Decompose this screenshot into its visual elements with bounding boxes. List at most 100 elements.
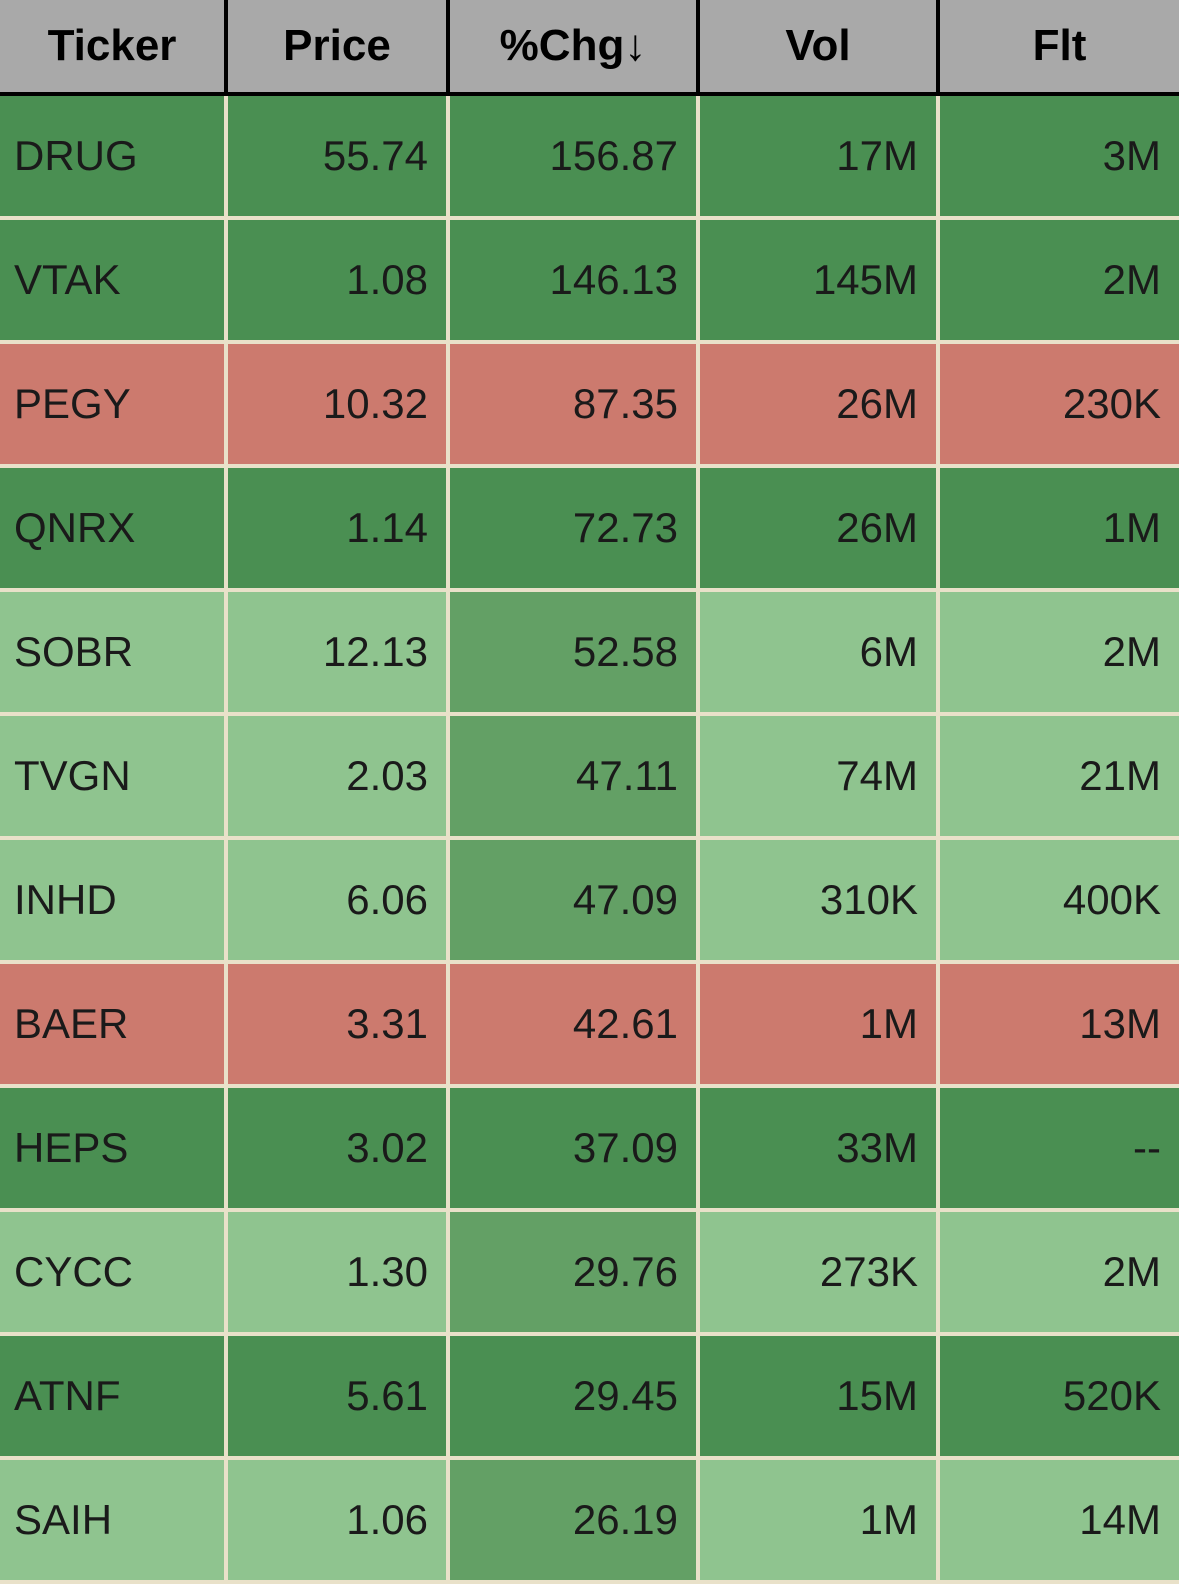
cell-flt-value: 230K (1063, 380, 1161, 428)
col-header-vol[interactable]: Vol (700, 0, 940, 96)
cell-flt[interactable]: 2M (940, 592, 1179, 716)
table-row[interactable]: SOBR12.13 52.58 6M 2M (0, 592, 1179, 716)
col-header-label: Vol (785, 21, 850, 70)
cell-chg-value: 52.58 (573, 628, 678, 676)
cell-vol[interactable]: 15M (700, 1336, 940, 1460)
cell-ticker[interactable]: TVGN (0, 716, 228, 840)
table-row[interactable]: PEGY10.32 87.35 26M 230K (0, 344, 1179, 468)
cell-ticker[interactable]: SAIH (0, 1460, 228, 1584)
table-row[interactable]: VTAK 1.08146.13145M 2M (0, 220, 1179, 344)
cell-price[interactable]: 6.06 (228, 840, 450, 964)
cell-ticker[interactable]: SOBR (0, 592, 228, 716)
table-row[interactable]: HEPS 3.0237.0933M -- (0, 1088, 1179, 1212)
cell-ticker[interactable]: QNRX (0, 468, 228, 592)
cell-vol[interactable]: 26M (700, 468, 940, 592)
table-row[interactable]: QNRX1.14 72.73 26M 1M (0, 468, 1179, 592)
cell-chg[interactable]: 29.76 (450, 1212, 700, 1336)
cell-chg[interactable]: 37.09 (450, 1088, 700, 1212)
cell-ticker[interactable]: INHD (0, 840, 228, 964)
cell-price[interactable]: 1.06 (228, 1460, 450, 1584)
cell-chg[interactable]: 146.13 (450, 220, 700, 344)
cell-ticker[interactable]: DRUG (0, 96, 228, 220)
col-header-flt[interactable]: Flt (940, 0, 1179, 96)
cell-chg[interactable]: 156.87 (450, 96, 700, 220)
cell-flt[interactable]: 400K (940, 840, 1179, 964)
cell-flt[interactable]: -- (940, 1088, 1179, 1212)
cell-flt[interactable]: 520K (940, 1336, 1179, 1460)
table-row[interactable]: BAER3.3142.611M13M (0, 964, 1179, 1088)
cell-ticker[interactable]: HEPS (0, 1088, 228, 1212)
table-row[interactable]: INHD6.0647.09 310K 400K (0, 840, 1179, 964)
cell-vol-value: 17M (836, 132, 918, 180)
cell-vol[interactable]: 26M (700, 344, 940, 468)
cell-vol[interactable]: 273K (700, 1212, 940, 1336)
col-header-label: Flt (1033, 21, 1087, 70)
cell-flt[interactable]: 21M (940, 716, 1179, 840)
cell-flt[interactable]: 230K (940, 344, 1179, 468)
cell-vol[interactable]: 33M (700, 1088, 940, 1212)
cell-ticker[interactable]: VTAK (0, 220, 228, 344)
cell-ticker-value: VTAK (14, 256, 121, 304)
cell-ticker[interactable]: PEGY (0, 344, 228, 468)
cell-ticker[interactable]: BAER (0, 964, 228, 1088)
cell-ticker[interactable]: ATNF (0, 1336, 228, 1460)
table-row[interactable]: ATNF 5.6129.4515M520K (0, 1336, 1179, 1460)
table-row[interactable]: CYCC1.3029.76 273K 2M (0, 1212, 1179, 1336)
cell-chg[interactable]: 47.11 (450, 716, 700, 840)
table-row[interactable]: TVGN2.0347.11 74M 21M (0, 716, 1179, 840)
cell-ticker[interactable]: CYCC (0, 1212, 228, 1336)
cell-chg[interactable]: 87.35 (450, 344, 700, 468)
cell-flt[interactable]: 13M (940, 964, 1179, 1088)
cell-flt[interactable]: 2M (940, 1212, 1179, 1336)
cell-price[interactable]: 2.03 (228, 716, 450, 840)
table-row[interactable]: SAIH1.0626.19 1M 14M (0, 1460, 1179, 1584)
table-row[interactable]: DRUG55.74156.87 17M 3M (0, 96, 1179, 220)
cell-ticker-value: ATNF (14, 1372, 121, 1420)
cell-vol[interactable]: 310K (700, 840, 940, 964)
cell-flt[interactable]: 3M (940, 96, 1179, 220)
cell-flt-value: 400K (1063, 876, 1161, 924)
col-header-ticker[interactable]: Ticker (0, 0, 228, 96)
cell-chg-value: 87.35 (573, 380, 678, 428)
col-header-label: Ticker (48, 21, 177, 70)
cell-price[interactable]: 12.13 (228, 592, 450, 716)
cell-vol[interactable]: 1M (700, 1460, 940, 1584)
cell-price[interactable]: 3.31 (228, 964, 450, 1088)
cell-price[interactable]: 1.08 (228, 220, 450, 344)
cell-flt-value: 1M (1103, 504, 1161, 552)
cell-vol[interactable]: 6M (700, 592, 940, 716)
cell-chg[interactable]: 26.19 (450, 1460, 700, 1584)
cell-chg[interactable]: 52.58 (450, 592, 700, 716)
cell-flt-value: 2M (1103, 256, 1161, 304)
cell-chg[interactable]: 42.61 (450, 964, 700, 1088)
cell-vol-value: 310K (820, 876, 918, 924)
cell-vol[interactable]: 17M (700, 96, 940, 220)
col-header-chg[interactable]: %Chg↓ (450, 0, 700, 96)
cell-vol[interactable]: 74M (700, 716, 940, 840)
cell-price[interactable]: 55.74 (228, 96, 450, 220)
cell-price[interactable]: 10.32 (228, 344, 450, 468)
cell-price[interactable]: 5.61 (228, 1336, 450, 1460)
cell-vol-value: 74M (836, 752, 918, 800)
cell-vol-value: 1M (860, 1496, 918, 1544)
cell-flt-value: 14M (1079, 1496, 1161, 1544)
cell-vol-value: 26M (836, 380, 918, 428)
cell-chg-value: 72.73 (573, 504, 678, 552)
cell-flt[interactable]: 2M (940, 220, 1179, 344)
cell-vol-value: 26M (836, 504, 918, 552)
cell-vol[interactable]: 145M (700, 220, 940, 344)
cell-chg[interactable]: 29.45 (450, 1336, 700, 1460)
col-header-price[interactable]: Price (228, 0, 450, 96)
cell-price[interactable]: 1.30 (228, 1212, 450, 1336)
cell-vol[interactable]: 1M (700, 964, 940, 1088)
cell-flt-value: -- (1133, 1124, 1161, 1172)
cell-chg[interactable]: 72.73 (450, 468, 700, 592)
cell-price[interactable]: 1.14 (228, 468, 450, 592)
cell-flt[interactable]: 14M (940, 1460, 1179, 1584)
cell-price[interactable]: 3.02 (228, 1088, 450, 1212)
cell-flt[interactable]: 1M (940, 468, 1179, 592)
cell-ticker-value: HEPS (14, 1124, 128, 1172)
cell-vol-value: 273K (820, 1248, 918, 1296)
cell-chg[interactable]: 47.09 (450, 840, 700, 964)
cell-vol-value: 6M (860, 628, 918, 676)
